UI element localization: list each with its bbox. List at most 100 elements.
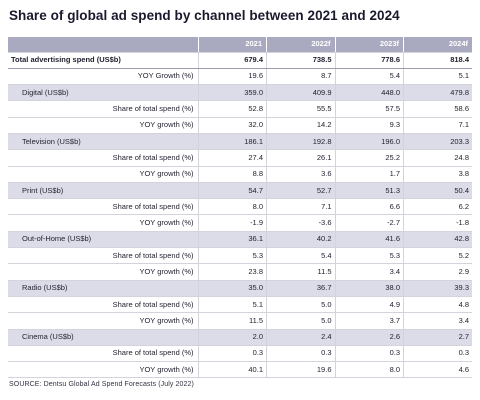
- table-row: Share of total spend (%) 5.1 5.0 4.9 4.8: [8, 296, 472, 314]
- row-label: Cinema (US$b): [8, 329, 198, 346]
- value-cell: 0.3: [403, 345, 472, 363]
- value-cell: 2.9: [403, 263, 472, 281]
- category-row: Out-of-Home (US$b) 36.1 40.2 41.6 42.8: [8, 231, 472, 249]
- value-cell: 36.7: [266, 280, 335, 297]
- value-cell: 9.3: [334, 117, 404, 134]
- table-row: YOY growth (%) 40.1 19.6 8.0 4.6: [8, 361, 472, 379]
- value-cell: -3.6: [266, 214, 335, 232]
- value-cell: 40.2: [266, 231, 335, 249]
- row-label: Share of total spend (%): [8, 296, 198, 314]
- row-label: Total advertising spend (US$b): [8, 52, 198, 69]
- value-cell: 5.0: [266, 312, 335, 330]
- value-cell: -1.8: [403, 214, 472, 232]
- row-label: Share of total spend (%): [8, 149, 198, 167]
- value-cell: 24.8: [403, 149, 472, 167]
- value-cell: 55.5: [266, 100, 335, 118]
- row-label: YOY Growth (%): [8, 68, 198, 86]
- value-cell: 8.0: [334, 361, 404, 379]
- value-cell: 7.1: [266, 198, 335, 216]
- value-cell: 32.0: [197, 117, 267, 134]
- value-cell: 4.6: [403, 361, 472, 379]
- value-cell: 19.6: [266, 361, 335, 379]
- row-label: Share of total spend (%): [8, 100, 198, 118]
- value-cell: 0.3: [197, 345, 267, 363]
- header-row: 2021 2022f 2023f 2024f: [8, 37, 472, 53]
- value-cell: 5.1: [403, 68, 472, 86]
- table-header: 2021 2022f 2023f 2024f: [8, 37, 472, 53]
- value-cell: 778.6: [334, 52, 404, 69]
- value-cell: 40.1: [197, 361, 267, 379]
- table-row: YOY growth (%) 23.8 11.5 3.4 2.9: [8, 263, 472, 281]
- value-cell: 19.6: [197, 68, 267, 86]
- row-label: Share of total spend (%): [8, 247, 198, 265]
- value-cell: 5.0: [266, 296, 335, 314]
- row-label: Radio (US$b): [8, 280, 198, 297]
- row-label: YOY growth (%): [8, 263, 198, 281]
- table-row: YOY Growth (%) 19.6 8.7 5.4 5.1: [8, 68, 472, 86]
- value-cell: 5.1: [197, 296, 267, 314]
- value-cell: 186.1: [197, 133, 267, 151]
- value-cell: 26.1: [266, 149, 335, 167]
- value-cell: 679.4: [197, 52, 267, 69]
- value-cell: 38.0: [334, 280, 404, 297]
- row-label: Share of total spend (%): [8, 198, 198, 216]
- value-cell: 3.6: [266, 166, 335, 183]
- value-cell: 448.0: [334, 84, 404, 102]
- value-cell: 203.3: [403, 133, 472, 151]
- header-cell-2023f: 2023f: [334, 37, 404, 53]
- table-row: Share of total spend (%) 0.3 0.3 0.3 0.3: [8, 345, 472, 363]
- value-cell: 359.0: [197, 84, 267, 102]
- value-cell: 3.7: [334, 312, 404, 330]
- row-label: Print (US$b): [8, 182, 198, 200]
- row-label: YOY growth (%): [8, 214, 198, 232]
- category-row: Print (US$b) 54.7 52.7 51.3 50.4: [8, 182, 472, 200]
- source-note: SOURCE: Dentsu Global Ad Spend Forecasts…: [9, 381, 194, 388]
- value-cell: 5.2: [403, 247, 472, 265]
- value-cell: 8.8: [197, 166, 267, 183]
- value-cell: 4.9: [334, 296, 404, 314]
- value-cell: 3.4: [334, 263, 404, 281]
- table-row: Share of total spend (%) 5.3 5.4 5.3 5.2: [8, 247, 472, 265]
- value-cell: 2.0: [197, 329, 267, 346]
- table-row: YOY growth (%) 32.0 14.2 9.3 7.1: [8, 117, 472, 134]
- value-cell: 58.6: [403, 100, 472, 118]
- value-cell: 23.8: [197, 263, 267, 281]
- value-cell: 479.8: [403, 84, 472, 102]
- value-cell: 409.9: [266, 84, 335, 102]
- value-cell: 5.4: [334, 68, 404, 86]
- value-cell: 5.3: [197, 247, 267, 265]
- value-cell: 6.2: [403, 198, 472, 216]
- value-cell: 5.4: [266, 247, 335, 265]
- value-cell: 27.4: [197, 149, 267, 167]
- table-row: YOY growth (%) -1.9 -3.6 -2.7 -1.8: [8, 214, 472, 232]
- value-cell: 52.7: [266, 182, 335, 200]
- row-label: YOY growth (%): [8, 361, 198, 379]
- value-cell: 35.0: [197, 280, 267, 297]
- value-cell: 42.8: [403, 231, 472, 249]
- value-cell: 8.7: [266, 68, 335, 86]
- value-cell: 36.1: [197, 231, 267, 249]
- total-row: Total advertising spend (US$b) 679.4 738.5…: [8, 52, 472, 69]
- value-cell: 14.2: [266, 117, 335, 134]
- value-cell: 52.8: [197, 100, 267, 118]
- category-row: Cinema (US$b) 2.0 2.4 2.6 2.7: [8, 329, 472, 346]
- value-cell: 11.5: [197, 312, 267, 330]
- value-cell: 2.6: [334, 329, 404, 346]
- category-row: Digital (US$b) 359.0 409.9 448.0 479.8: [8, 84, 472, 102]
- row-label: YOY growth (%): [8, 166, 198, 183]
- value-cell: -1.9: [197, 214, 267, 232]
- table-row: Share of total spend (%) 27.4 26.1 25.2 24.8: [8, 149, 472, 167]
- table-row: Share of total spend (%) 52.8 55.5 57.5 58.6: [8, 100, 472, 118]
- value-cell: 818.4: [403, 52, 472, 69]
- category-row: Radio (US$b) 35.0 36.7 38.0 39.3: [8, 280, 472, 297]
- table-row: YOY growth (%) 8.8 3.6 1.7 3.8: [8, 166, 472, 183]
- chart-title: Share of global ad spend by channel betw…: [9, 8, 400, 23]
- table-row: Share of total spend (%) 8.0 7.1 6.6 6.2: [8, 198, 472, 216]
- value-cell: 51.3: [334, 182, 404, 200]
- row-label: YOY growth (%): [8, 117, 198, 134]
- category-row: Television (US$b) 186.1 192.8 196.0 203.3: [8, 133, 472, 151]
- row-label: YOY growth (%): [8, 312, 198, 330]
- value-cell: 39.3: [403, 280, 472, 297]
- value-cell: 50.4: [403, 182, 472, 200]
- value-cell: 738.5: [266, 52, 335, 69]
